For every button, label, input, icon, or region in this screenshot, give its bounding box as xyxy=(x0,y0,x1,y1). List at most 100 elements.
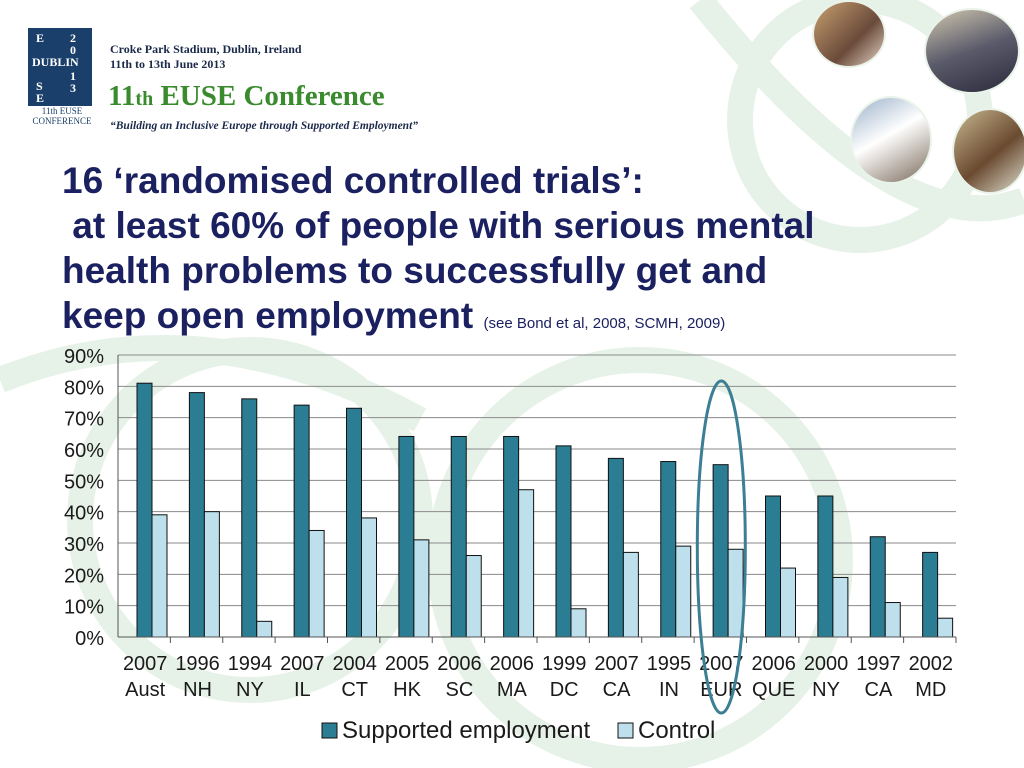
photo-call-centre xyxy=(812,0,886,68)
x-tick-label: 2002 xyxy=(909,653,954,675)
bar-control xyxy=(937,617,954,638)
x-tick-label: 2006 xyxy=(751,653,796,675)
legend-label-supported: Supported employment xyxy=(342,717,590,744)
bar-control xyxy=(151,514,168,638)
x-tick-label: 2004 xyxy=(332,653,377,675)
bar-supported xyxy=(293,404,310,638)
x-tick-label: HK xyxy=(393,679,421,701)
legend-swatch-supported xyxy=(321,722,338,739)
x-tick-label: MD xyxy=(915,679,946,701)
bar-supported xyxy=(188,392,205,638)
y-tick-label: 50% xyxy=(64,471,104,493)
x-tick-label: NH xyxy=(183,679,212,701)
bar-supported xyxy=(450,435,467,638)
x-tick-label: IN xyxy=(659,679,679,701)
bar-supported xyxy=(398,435,415,638)
y-tick-label: 80% xyxy=(64,377,104,399)
photo-collage xyxy=(804,0,1024,195)
slide-headline: 16 ‘randomised controlled trials’: at le… xyxy=(62,158,1012,346)
x-tick-label: SC xyxy=(446,679,474,701)
headline-line-4-text: keep open employment xyxy=(62,295,474,336)
x-tick-label: 2007 xyxy=(280,653,325,675)
bar-supported xyxy=(503,435,520,638)
x-tick-label: IL xyxy=(294,679,311,701)
x-tick-label: 1995 xyxy=(647,653,692,675)
bar-control xyxy=(465,555,482,638)
dublin-logo: E 2 0 DUBLIN 1 S 3 E xyxy=(28,28,92,106)
y-tick-label: 10% xyxy=(64,597,104,619)
x-tick-label: 2007 xyxy=(699,653,744,675)
x-tick-label: 2007 xyxy=(594,653,639,675)
bar-supported xyxy=(555,445,572,638)
bar-control xyxy=(780,567,796,638)
x-tick-label: CT xyxy=(341,679,368,701)
x-tick-label: 1994 xyxy=(228,653,273,675)
y-tick-label: 60% xyxy=(64,440,104,462)
headline-line-4: keep open employment (see Bond et al, 20… xyxy=(62,293,1012,346)
conference-tagline: “Building an Inclusive Europe through Su… xyxy=(110,120,419,132)
legend-label-control: Control xyxy=(638,717,715,744)
x-tick-label: 2006 xyxy=(490,653,535,675)
bar-supported xyxy=(607,457,624,638)
photo-award xyxy=(850,96,932,184)
bar-supported xyxy=(817,495,834,638)
highlight-ellipse xyxy=(695,379,747,715)
x-tick-label: Aust xyxy=(125,679,165,701)
bar-control xyxy=(727,548,744,638)
x-tick-label: DC xyxy=(550,679,579,701)
bar-chart: 0% 10% 20% 30% 40% 50% 60% 70% 80% 90% 2007 Aust 199… xyxy=(64,346,957,744)
bar-supported xyxy=(869,536,886,638)
bar-control xyxy=(308,529,325,638)
headline-line-2: at least 60% of people with serious ment… xyxy=(62,205,815,246)
bar-supported xyxy=(712,464,729,638)
x-tick-label: NY xyxy=(236,679,264,701)
bar-control xyxy=(256,620,273,638)
bar-control xyxy=(203,511,220,638)
x-tick-label: 2000 xyxy=(804,653,849,675)
bar-control xyxy=(570,608,587,638)
citation: (see Bond et al, 2008, SCMH, 2009) xyxy=(483,315,726,332)
photo-handshake xyxy=(924,8,1020,94)
bar-supported xyxy=(922,551,939,638)
bar-control xyxy=(884,602,901,638)
bar-control xyxy=(518,489,535,638)
x-tick-label: 1996 xyxy=(175,653,220,675)
bar-supported xyxy=(241,398,258,638)
bar-control xyxy=(832,576,849,638)
conference-ordinal: th xyxy=(135,88,154,110)
x-tick-label: 1997 xyxy=(856,653,901,675)
y-tick-label: 20% xyxy=(64,565,104,587)
y-tick-label: 30% xyxy=(64,534,104,556)
y-tick-label: 40% xyxy=(64,503,104,525)
legend-swatch-control xyxy=(617,722,634,739)
x-tick-label: MA xyxy=(497,679,528,701)
venue-line: Croke Park Stadium, Dublin, Ireland xyxy=(110,42,302,56)
x-tick-label: NY xyxy=(812,679,840,701)
conference-title: 11th EUSE Conference xyxy=(108,80,385,113)
headline-line-3: health problems to successfully get and xyxy=(62,250,768,291)
conference-number: 11 xyxy=(108,80,136,112)
bar-supported xyxy=(765,495,781,638)
date-line: 11th to 13th June 2013 xyxy=(110,57,226,71)
logo-caption: 11th EUSE CONFERENCE xyxy=(32,106,92,126)
x-tick-label: 2005 xyxy=(385,653,430,675)
bar-supported xyxy=(136,382,153,638)
bar-control xyxy=(413,539,430,638)
conference-name: EUSE Conference xyxy=(153,80,385,112)
x-tick-label: CA xyxy=(603,679,631,701)
x-tick-label: 2007 xyxy=(123,653,168,675)
x-tick-label: CA xyxy=(865,679,893,701)
bar-control xyxy=(622,551,639,638)
venue-info: Croke Park Stadium, Dublin, Ireland 11th… xyxy=(110,42,302,72)
y-tick-label: 0% xyxy=(75,628,104,650)
y-tick-label: 90% xyxy=(64,346,104,368)
bar-supported xyxy=(346,407,362,638)
bar-supported xyxy=(660,461,677,638)
x-tick-label: 2006 xyxy=(437,653,482,675)
y-tick-label: 70% xyxy=(64,409,104,431)
headline-line-1: 16 ‘randomised controlled trials’: xyxy=(62,160,644,201)
bar-control xyxy=(361,517,377,638)
x-tick-label: 1999 xyxy=(542,653,587,675)
bar-control xyxy=(675,545,692,638)
photo-worker xyxy=(952,108,1024,194)
